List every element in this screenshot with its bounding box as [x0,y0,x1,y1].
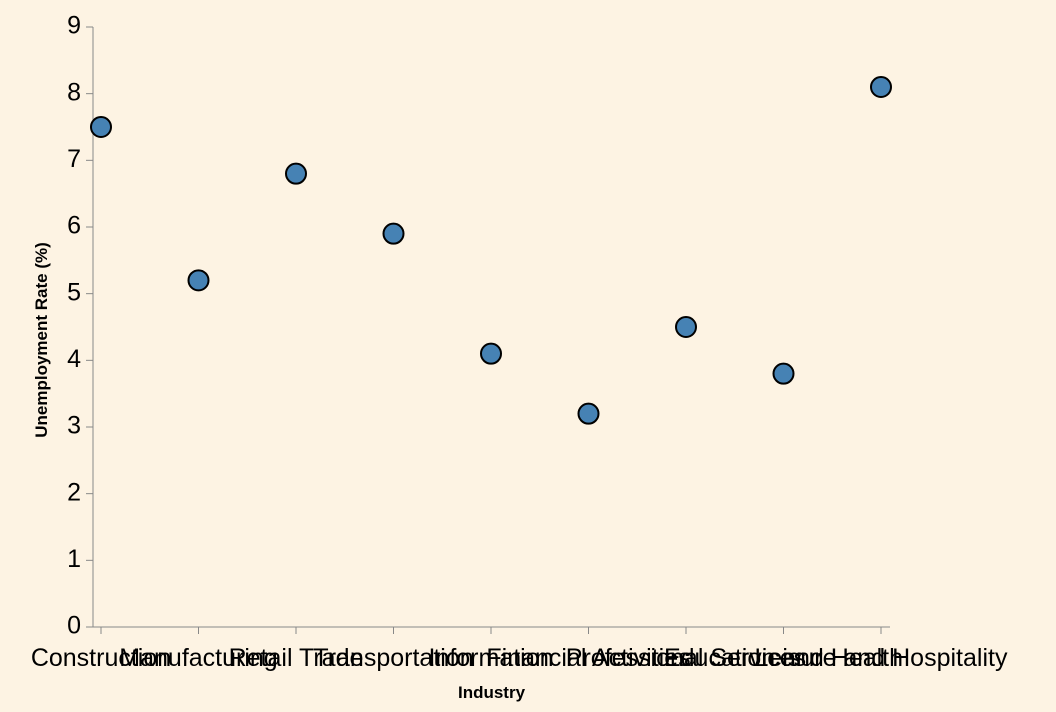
x-tick-label: Education and Health [664,644,903,672]
x-axis-title: Industry [458,683,526,702]
data-point[interactable] [675,316,697,338]
y-tick-label: 5 [67,278,81,306]
x-tick-label: Transportation [313,644,473,672]
x-tick-label: Professional Services [566,644,806,672]
y-axis-ticks: 0 1 2 3 4 5 6 7 8 9 [67,12,93,640]
data-point[interactable] [382,222,405,245]
x-tick-label: Construction [31,644,171,672]
data-point[interactable] [480,342,502,365]
x-tick-label: Financial Activities [486,644,690,672]
y-axis-title: Unemployment Rate (%) [32,242,51,438]
x-tick-label: Retail Trade [229,644,364,672]
x-tick-label: Leisure and Hospitality [755,644,1008,672]
x-tick-label: Manufacturing [119,644,277,672]
data-point[interactable] [870,76,892,98]
y-tick-label: 9 [67,12,81,40]
x-tick-label: Information [428,644,553,672]
data-point[interactable] [285,162,307,185]
y-tick-label: 0 [67,612,81,640]
y-tick-label: 7 [67,145,81,173]
plot-area: 0 1 2 3 4 5 6 7 8 9 ConstructionManufacturingReta… [31,12,1008,672]
y-tick-label: 6 [67,212,81,240]
data-point[interactable] [772,362,795,385]
data-point[interactable] [90,116,112,138]
data-point[interactable] [187,269,210,292]
y-tick-label: 4 [67,345,81,373]
y-tick-label: 2 [67,478,81,506]
y-tick-label: 1 [67,545,81,573]
data-points [90,76,892,425]
y-tick-label: 8 [67,78,81,106]
data-point[interactable] [577,402,600,425]
y-tick-label: 3 [67,412,81,440]
